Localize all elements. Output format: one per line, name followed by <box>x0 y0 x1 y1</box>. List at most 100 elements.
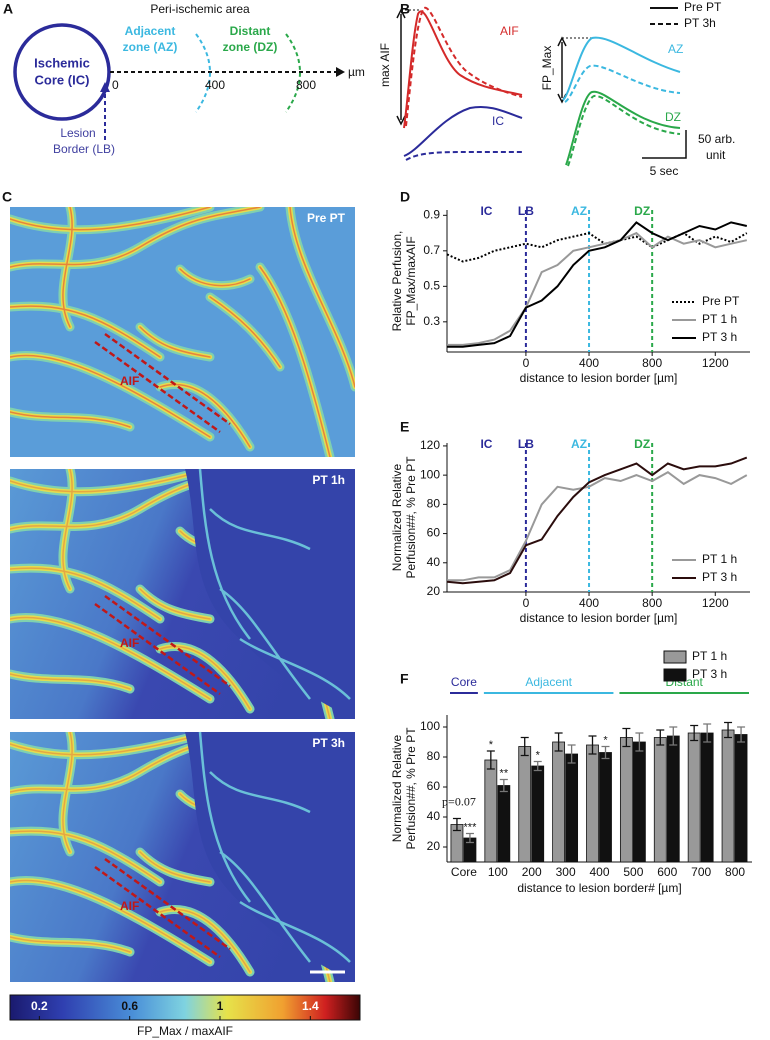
error-bar <box>554 732 563 752</box>
curve-label: AZ <box>668 42 683 56</box>
group-label: Core <box>451 675 477 689</box>
legend-label: PT 1 h <box>702 312 737 326</box>
x-tick-label: 800 <box>725 865 745 879</box>
colorbar-label: FP_Max / maxAIF <box>137 1024 233 1038</box>
error-bar <box>601 745 610 760</box>
map-label: PT 1h <box>312 473 345 487</box>
error-bar <box>520 736 529 757</box>
zone-label: AZ <box>571 437 587 451</box>
az-curve-pre <box>562 36 681 101</box>
panel-letter: D <box>400 189 410 205</box>
ic-curve-pre <box>403 106 523 157</box>
zone-label: IC <box>480 437 492 451</box>
perfusion-map: AIF PT 1h <box>10 468 355 719</box>
legend-label: PT 3 h <box>692 667 727 681</box>
x-tick-label: 400 <box>579 596 599 610</box>
colorbar-tick-label: 1 <box>217 999 224 1013</box>
error-bar <box>533 760 542 772</box>
curve-label: AIF <box>500 24 519 38</box>
significance-label: * <box>536 749 541 761</box>
core-label: Core (IC) <box>35 72 90 87</box>
x-axis-label: distance to lesion border [µm] <box>520 371 678 385</box>
aif-curve-post <box>405 6 523 127</box>
x-tick-label: 1200 <box>702 356 729 370</box>
thin-vessels <box>198 468 351 700</box>
arrowhead <box>100 82 110 92</box>
x-tick-label: 300 <box>556 865 576 879</box>
bar <box>653 737 667 863</box>
scale-label: 50 arb. <box>698 132 735 146</box>
x-tick-label: 800 <box>642 596 662 610</box>
az-label: zone (AZ) <box>123 40 178 54</box>
x-tick-label: 100 <box>488 865 508 879</box>
perfusion-maps: AIF Pre PT AIF PT 1h AIF PT 3h <box>10 207 355 982</box>
error-bar <box>635 732 644 752</box>
vessel-label: AIF <box>120 374 139 388</box>
series-line <box>446 456 748 585</box>
vessel-label: AIF <box>120 636 139 650</box>
zone-label: LB <box>518 204 534 218</box>
y-axis-label: Relative Perfusion, <box>390 231 404 332</box>
y-tick-label: 0.7 <box>423 243 440 257</box>
y-axis-label: Perfusion##, % Pre PT <box>404 456 418 579</box>
x-axis-label: distance to lesion border# [µm] <box>517 881 681 895</box>
x-tick-label: 600 <box>657 865 677 879</box>
group-label: Adjacent <box>525 675 572 689</box>
scale-tick: 800 <box>296 78 316 92</box>
bar <box>518 746 532 863</box>
y-tick-label: 20 <box>427 839 441 853</box>
border-label: Lesion <box>60 126 95 140</box>
scale-label: unit <box>706 148 726 162</box>
area-title: Peri-ischemic area <box>150 2 250 16</box>
border-label: Border (LB) <box>53 142 115 156</box>
error-bar <box>669 726 678 746</box>
error-bar <box>737 726 746 743</box>
legend-label: Pre PT <box>702 294 740 308</box>
x-tick-label: 800 <box>642 356 662 370</box>
bar <box>700 732 714 863</box>
series-line <box>447 471 748 582</box>
y-tick-label: 0.3 <box>423 314 440 328</box>
series-line <box>446 231 748 263</box>
curve-label: IC <box>492 114 504 128</box>
x-tick-label: 1200 <box>702 596 729 610</box>
colorbar-tick-label: 0.6 <box>121 999 138 1013</box>
tissue-curves <box>557 7 687 167</box>
axis-label: max AIF <box>378 43 392 87</box>
y-tick-label: 120 <box>420 438 440 452</box>
significance-label: * <box>603 734 608 746</box>
error-bar <box>486 750 495 770</box>
aif-outline <box>94 857 231 959</box>
aif-curve-pre <box>403 10 523 129</box>
panel-letter: A <box>3 1 13 17</box>
error-bar <box>622 727 631 748</box>
bar <box>497 785 511 863</box>
bar <box>632 741 646 863</box>
dz-curve-post <box>567 94 681 167</box>
scale-unit: µm <box>348 65 365 79</box>
vessel-label: AIF <box>120 899 139 913</box>
core-circle <box>13 23 111 121</box>
bar <box>619 737 633 863</box>
dz-arc <box>285 33 301 113</box>
aif-outline <box>94 332 231 434</box>
ischemic-region <box>185 469 355 719</box>
bar <box>666 735 680 863</box>
curve-label: DZ <box>665 110 681 124</box>
significance-label: p=0.07 <box>442 794 476 808</box>
perfusion-map: AIF PT 3h <box>10 731 355 982</box>
scale-tick: 400 <box>205 78 225 92</box>
dz-curve-pre <box>565 90 681 166</box>
x-tick-label: 0 <box>523 596 530 610</box>
legend-label: PT 1 h <box>692 649 727 663</box>
ic-curve-post <box>405 151 522 161</box>
y-tick-label: 20 <box>427 584 441 598</box>
perfusion-map: AIF Pre PT <box>10 207 355 457</box>
dz-label: zone (DZ) <box>223 40 278 54</box>
bar <box>599 752 612 863</box>
error-bar <box>724 721 733 739</box>
legend-swatch <box>663 650 687 664</box>
zone-label: IC <box>480 204 492 218</box>
arrowhead <box>396 8 406 126</box>
